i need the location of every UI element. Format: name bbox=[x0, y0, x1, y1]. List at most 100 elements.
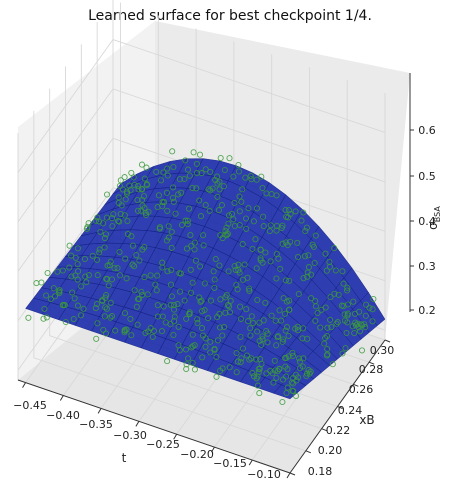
data-point bbox=[294, 239, 301, 246]
data-point bbox=[213, 373, 220, 380]
data-point bbox=[70, 315, 77, 323]
data-point bbox=[43, 292, 50, 299]
data-point bbox=[298, 217, 305, 224]
data-point bbox=[283, 354, 290, 362]
data-point bbox=[275, 333, 282, 340]
data-point bbox=[108, 313, 116, 320]
data-point bbox=[186, 309, 193, 316]
data-point bbox=[196, 151, 204, 158]
data-point bbox=[170, 198, 177, 205]
data-points bbox=[25, 148, 377, 406]
data-point bbox=[40, 315, 47, 322]
data-point bbox=[284, 241, 291, 249]
data-point bbox=[77, 312, 85, 319]
data-point bbox=[56, 289, 63, 297]
data-point bbox=[170, 306, 178, 313]
data-point bbox=[332, 267, 339, 274]
data-point bbox=[85, 272, 92, 279]
data-point bbox=[176, 270, 183, 277]
data-point bbox=[170, 184, 177, 191]
data-point bbox=[295, 290, 302, 298]
data-point bbox=[339, 268, 346, 275]
data-point bbox=[74, 261, 81, 268]
data-point bbox=[257, 246, 264, 253]
data-point bbox=[121, 174, 128, 181]
data-point bbox=[147, 272, 154, 279]
data-point bbox=[139, 202, 146, 209]
data-point bbox=[333, 320, 340, 327]
data-point bbox=[127, 315, 134, 322]
data-point bbox=[302, 227, 309, 235]
data-point bbox=[143, 164, 150, 171]
data-point bbox=[243, 306, 250, 313]
data-point bbox=[238, 198, 245, 205]
data-point bbox=[123, 275, 130, 282]
data-point bbox=[279, 398, 286, 406]
data-point bbox=[103, 305, 110, 312]
data-point bbox=[312, 317, 319, 324]
data-point bbox=[94, 256, 101, 263]
data-point bbox=[175, 342, 182, 349]
data-point bbox=[213, 353, 220, 360]
grid-line-z bbox=[17, 137, 386, 272]
data-point bbox=[350, 298, 357, 305]
data-point bbox=[243, 352, 251, 359]
data-point bbox=[323, 267, 330, 274]
data-point bbox=[197, 298, 204, 305]
data-point bbox=[233, 349, 240, 357]
y-tick bbox=[321, 428, 327, 432]
data-point bbox=[301, 253, 309, 260]
data-point bbox=[283, 389, 290, 397]
data-point bbox=[334, 319, 341, 326]
data-point bbox=[300, 275, 307, 282]
data-point bbox=[237, 333, 244, 341]
data-point bbox=[303, 372, 310, 380]
data-point bbox=[158, 177, 165, 184]
data-point bbox=[267, 258, 274, 265]
data-point bbox=[280, 295, 287, 302]
data-point bbox=[331, 245, 338, 252]
x-axis-label: t bbox=[122, 451, 127, 465]
x-tick-label: −0.15 bbox=[213, 457, 247, 470]
data-point bbox=[136, 257, 143, 264]
data-point bbox=[124, 217, 131, 225]
data-point bbox=[283, 298, 290, 305]
data-point bbox=[258, 341, 265, 348]
data-point bbox=[147, 325, 154, 332]
data-point bbox=[223, 224, 230, 231]
data-point bbox=[189, 184, 196, 191]
data-point bbox=[279, 338, 286, 345]
data-point bbox=[199, 354, 206, 361]
data-point bbox=[363, 301, 370, 308]
data-point bbox=[236, 193, 243, 200]
z-axis-label-sub: BSA bbox=[433, 206, 442, 223]
data-point bbox=[242, 215, 250, 222]
x-tick-label: −0.25 bbox=[146, 438, 180, 451]
data-point bbox=[107, 314, 114, 321]
data-point bbox=[115, 194, 122, 201]
data-point bbox=[207, 349, 214, 356]
data-point bbox=[134, 321, 141, 328]
data-point bbox=[169, 194, 177, 201]
x-tick bbox=[211, 446, 215, 453]
data-point bbox=[283, 373, 290, 380]
grid-line-z bbox=[17, 88, 386, 223]
data-point bbox=[123, 190, 130, 197]
data-point bbox=[249, 245, 256, 252]
data-point bbox=[285, 214, 292, 221]
data-point bbox=[257, 257, 264, 264]
data-point bbox=[62, 318, 69, 326]
data-point bbox=[102, 231, 109, 238]
data-point bbox=[66, 242, 73, 249]
data-point bbox=[224, 230, 231, 237]
data-point bbox=[212, 176, 219, 183]
data-point bbox=[202, 166, 209, 173]
data-point bbox=[93, 335, 100, 342]
x-tick bbox=[286, 472, 291, 479]
data-point bbox=[59, 267, 66, 274]
data-point bbox=[249, 370, 256, 377]
data-point bbox=[344, 287, 351, 294]
y-tick-label: 0.30 bbox=[370, 344, 395, 357]
data-point bbox=[105, 282, 112, 289]
data-point bbox=[226, 309, 234, 316]
